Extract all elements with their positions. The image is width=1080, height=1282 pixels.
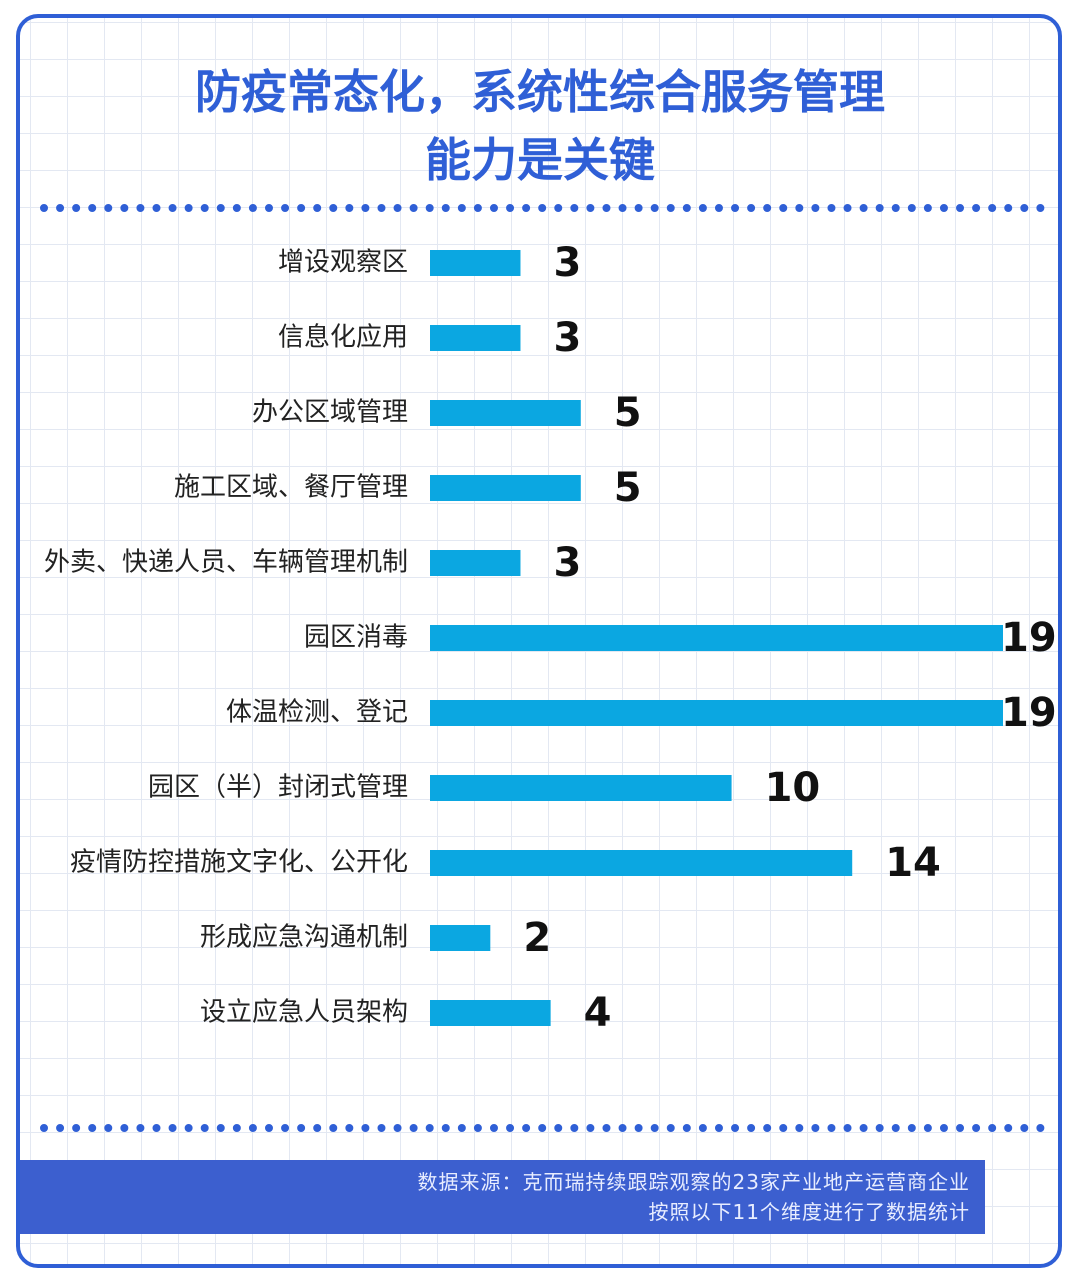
bar: [430, 625, 1003, 651]
bar: [430, 700, 1003, 726]
footer: [20, 1160, 985, 1234]
value-label: 3: [553, 240, 581, 286]
value-label: 19: [1001, 615, 1057, 661]
bar: [430, 475, 581, 501]
bar: [430, 325, 521, 351]
bar: [430, 550, 521, 576]
bar: [430, 400, 581, 426]
category-label: 形成应急沟通机制: [200, 923, 408, 953]
divider: [40, 1124, 1045, 1132]
value-label: 2: [523, 915, 551, 961]
source-note: 数据来源：克而瑞持续跟踪观察的23家产业地产运营商企业: [417, 1170, 970, 1194]
value-label: 5: [614, 390, 642, 436]
bar: [430, 250, 521, 276]
value-label: 4: [584, 990, 612, 1036]
source-note: 按照以下11个维度进行了数据统计: [648, 1200, 970, 1224]
category-label: 体温检测、登记: [226, 698, 408, 728]
value-label: 3: [553, 540, 581, 586]
value-label: 3: [553, 315, 581, 361]
category-label: 施工区域、餐厅管理: [174, 473, 408, 503]
category-label: 园区消毒: [304, 623, 408, 653]
category-label: 外卖、快递人员、车辆管理机制: [44, 548, 408, 578]
bar: [430, 925, 491, 951]
category-label: 园区（半）封闭式管理: [148, 773, 408, 803]
category-label: 疫情防控措施文字化、公开化: [70, 848, 408, 878]
value-label: 19: [1001, 690, 1057, 736]
value-label: 5: [614, 465, 642, 511]
chart-title: 能力是关键: [425, 133, 655, 187]
bar: [430, 1000, 551, 1026]
bar: [430, 775, 732, 801]
chart-title: 防疫常态化，系统性综合服务管理: [195, 65, 885, 119]
category-label: 增设观察区: [278, 248, 408, 278]
value-label: 10: [765, 765, 821, 811]
value-label: 14: [885, 840, 941, 886]
category-label: 办公区域管理: [252, 398, 408, 428]
bar: [430, 850, 853, 876]
divider: [40, 204, 1045, 212]
category-label: 设立应急人员架构: [200, 998, 408, 1028]
category-label: 信息化应用: [278, 323, 408, 353]
